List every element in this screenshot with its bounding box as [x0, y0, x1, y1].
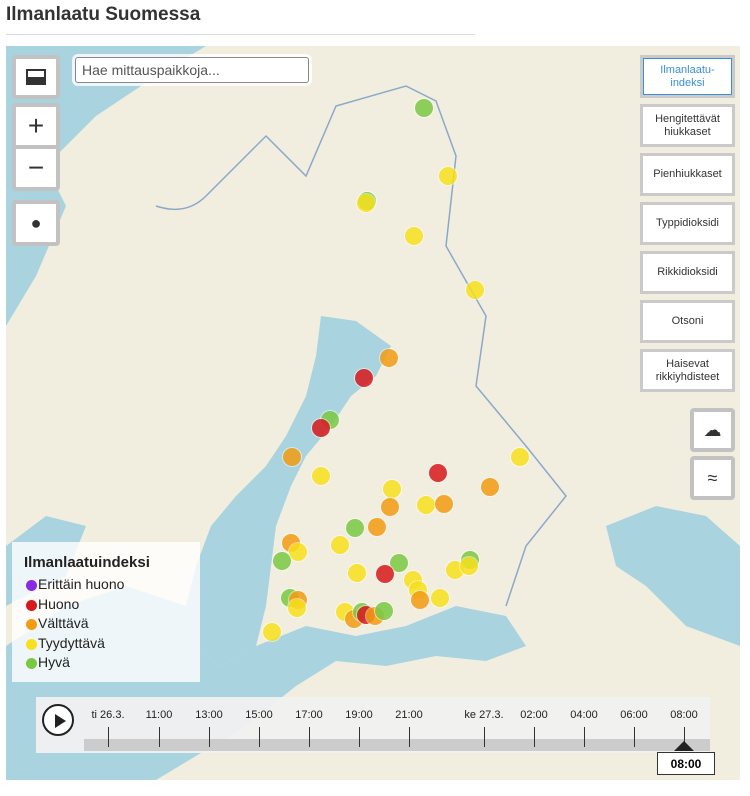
legend-label: Huono [38, 595, 80, 612]
station-marker[interactable] [375, 602, 393, 620]
legend-swatch [26, 599, 37, 611]
legend: Ilmanlaatuindeksi Erittäin huono Huono Väl… [12, 542, 200, 682]
time-tick [209, 727, 210, 747]
legend-label: Välttävä [38, 615, 89, 631]
station-marker[interactable] [380, 349, 398, 367]
station-marker[interactable] [415, 99, 433, 117]
gulf-of-bothnia [186, 316, 391, 666]
layer-button[interactable]: Pienhiukkaset [640, 153, 735, 196]
layer-button[interactable]: Haisevat rikkiyhdisteet [640, 349, 735, 392]
time-tick [534, 727, 535, 747]
wind-button[interactable]: ≈ [690, 456, 735, 500]
time-label: 21:00 [395, 709, 423, 721]
time-label: ke 27.3. [464, 709, 504, 721]
station-marker[interactable] [481, 478, 499, 496]
station-marker[interactable] [376, 565, 394, 583]
time-tick [634, 727, 635, 747]
time-tick [259, 727, 260, 747]
station-marker[interactable] [355, 369, 373, 387]
divider [6, 34, 475, 35]
border [155, 85, 567, 607]
station-marker[interactable] [346, 519, 364, 537]
legend-label: Hyvä [38, 654, 70, 670]
legend-title: Ilmanlaatuindeksi [24, 554, 150, 571]
time-label: 11:00 [145, 709, 173, 721]
station-marker[interactable] [357, 194, 375, 212]
station-marker[interactable] [331, 536, 349, 554]
station-marker[interactable] [273, 552, 291, 570]
zoom-out[interactable]: − [12, 145, 60, 191]
station-marker[interactable] [439, 167, 457, 185]
search-box[interactable]: Hae mittauspaikkoja... [75, 57, 309, 83]
locate[interactable]: ● [12, 200, 60, 246]
time-label: 19:00 [345, 709, 373, 721]
layer-button[interactable]: Hengitettävät hiukkaset [640, 104, 735, 147]
time-tick [359, 727, 360, 747]
station-marker[interactable] [312, 419, 330, 437]
zoom-in[interactable]: + [12, 103, 60, 149]
time-tick [584, 727, 585, 747]
time-label: 06:00 [620, 709, 648, 721]
station-marker[interactable] [381, 498, 399, 516]
station-marker[interactable] [283, 448, 301, 466]
layer-button[interactable]: Rikkidioksidi [640, 251, 735, 294]
timeline: ti 26.3. 11:00 13:00 15:00 17:00 19:00 21:00 ke… [36, 697, 710, 753]
layer-button[interactable]: Typpidioksidi [640, 202, 735, 245]
station-marker[interactable] [263, 623, 281, 641]
time-tick [684, 727, 685, 747]
time-label: 04:00 [570, 709, 598, 721]
time-label: 15:00 [245, 709, 273, 721]
time-label: 17:00 [295, 709, 323, 721]
legend-swatch [26, 658, 37, 669]
legend-swatch [26, 619, 37, 630]
rain-button[interactable]: ☁ [690, 408, 735, 452]
station-marker[interactable] [383, 480, 401, 498]
current-time: 08:00 [657, 752, 715, 775]
time-label: ti 26.3. [91, 709, 125, 721]
station-marker[interactable] [405, 227, 423, 245]
station-marker[interactable] [431, 589, 449, 607]
lake-ladoga [606, 506, 740, 646]
legend-label: Erittäin huono [38, 576, 125, 592]
time-label: 13:00 [195, 709, 223, 721]
page-title: Ilmanlaatu Suomessa [6, 4, 201, 25]
station-marker[interactable] [312, 467, 330, 485]
time-label: 02:00 [520, 709, 548, 721]
layer-button[interactable]: Ilmanlaatu-indeksi [640, 55, 735, 98]
station-marker[interactable] [289, 543, 307, 561]
station-marker[interactable] [390, 554, 408, 572]
station-marker[interactable] [435, 495, 453, 513]
time-pointer [674, 741, 694, 751]
time-tick [484, 727, 485, 747]
station-marker[interactable] [466, 281, 484, 299]
station-marker[interactable] [348, 564, 366, 582]
time-track[interactable] [84, 739, 710, 751]
time-tick [409, 727, 410, 747]
layer-toggle[interactable] [12, 55, 60, 99]
legend-label: Tyydyttävä [38, 634, 105, 651]
time-tick [159, 727, 160, 747]
station-marker[interactable] [511, 448, 529, 466]
station-marker[interactable] [417, 496, 435, 514]
station-marker[interactable] [446, 561, 464, 579]
time-label: 08:00 [670, 709, 698, 721]
station-marker[interactable] [429, 464, 447, 482]
legend-swatch [26, 580, 37, 591]
station-marker[interactable] [460, 557, 478, 575]
station-marker[interactable] [411, 591, 429, 609]
time-tick [309, 727, 310, 747]
layer-button[interactable]: Otsoni [640, 300, 735, 343]
legend-swatch [26, 638, 37, 650]
time-tick [108, 727, 109, 747]
play-button[interactable] [42, 704, 74, 736]
station-marker[interactable] [368, 518, 386, 536]
station-marker[interactable] [288, 599, 306, 617]
